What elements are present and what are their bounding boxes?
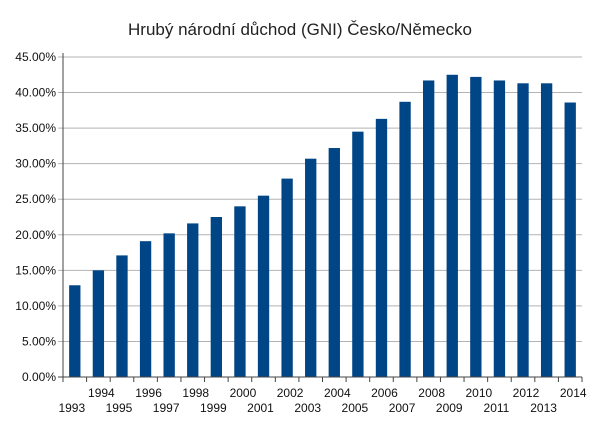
x-tick-label: 2004 bbox=[324, 386, 351, 400]
x-tick-label: 2007 bbox=[389, 401, 416, 415]
y-tick-label: 15.00% bbox=[15, 263, 56, 277]
axes bbox=[58, 53, 583, 382]
bar bbox=[352, 131, 364, 377]
bar bbox=[257, 195, 270, 377]
y-tick-label: 5.00% bbox=[22, 334, 56, 348]
bar bbox=[210, 217, 223, 377]
y-tick-label: 25.00% bbox=[15, 192, 56, 206]
bar bbox=[163, 233, 175, 377]
x-tick-label: 1998 bbox=[182, 386, 209, 400]
y-tick-label: 30.00% bbox=[15, 157, 56, 171]
bars bbox=[69, 74, 576, 378]
bar bbox=[564, 102, 576, 377]
x-tick-label: 1999 bbox=[200, 401, 227, 415]
bar bbox=[139, 241, 152, 377]
bar bbox=[517, 83, 529, 378]
x-tick-label: 2013 bbox=[530, 401, 557, 415]
x-tick-label: 2003 bbox=[294, 401, 321, 415]
x-tick-label: 2005 bbox=[342, 401, 369, 415]
bar bbox=[281, 178, 293, 377]
bar bbox=[446, 74, 458, 378]
bar bbox=[69, 285, 81, 377]
bar bbox=[92, 270, 105, 377]
x-tick-labels: 1993199419951996199719981999200020012002… bbox=[58, 386, 586, 415]
chart-title: Hrubý národní důchod (GNI) Česko/Německo bbox=[128, 20, 472, 39]
bar bbox=[540, 83, 553, 378]
x-tick-label: 1994 bbox=[88, 386, 115, 400]
x-tick-label: 1995 bbox=[106, 401, 133, 415]
bar bbox=[234, 206, 246, 377]
x-tick-label: 2001 bbox=[247, 401, 274, 415]
y-tick-label: 35.00% bbox=[15, 121, 56, 135]
bar bbox=[470, 76, 482, 378]
y-tick-label: 0.00% bbox=[22, 370, 56, 384]
x-tick-label: 1993 bbox=[58, 401, 85, 415]
x-tick-label: 2009 bbox=[436, 401, 463, 415]
x-tick-label: 2010 bbox=[465, 386, 492, 400]
x-tick-label: 2012 bbox=[513, 386, 540, 400]
y-tick-label: 40.00% bbox=[15, 86, 56, 100]
x-tick-label: 2008 bbox=[418, 386, 445, 400]
x-tick-label: 2014 bbox=[560, 386, 587, 400]
x-tick-label: 2011 bbox=[484, 401, 510, 415]
x-tick-label: 1996 bbox=[135, 386, 162, 400]
x-tick-label: 2006 bbox=[371, 386, 398, 400]
y-tick-label: 20.00% bbox=[15, 228, 56, 242]
x-tick-label: 2000 bbox=[230, 386, 257, 400]
bar bbox=[328, 148, 340, 377]
y-tick-label: 45.00% bbox=[15, 50, 56, 64]
x-tick-label: 1997 bbox=[153, 401, 180, 415]
bar bbox=[375, 118, 388, 377]
x-tick-label: 2002 bbox=[277, 386, 304, 400]
bar bbox=[399, 101, 411, 378]
bar bbox=[422, 80, 435, 377]
y-tick-label: 10.00% bbox=[15, 299, 56, 313]
bar bbox=[493, 80, 506, 377]
y-tick-labels: 0.00% 5.00% 10.00% 15.00% 20.00% 25.00% 30.00%… bbox=[15, 50, 56, 384]
bar bbox=[305, 158, 317, 377]
bar bbox=[187, 223, 199, 377]
bar bbox=[116, 255, 128, 377]
